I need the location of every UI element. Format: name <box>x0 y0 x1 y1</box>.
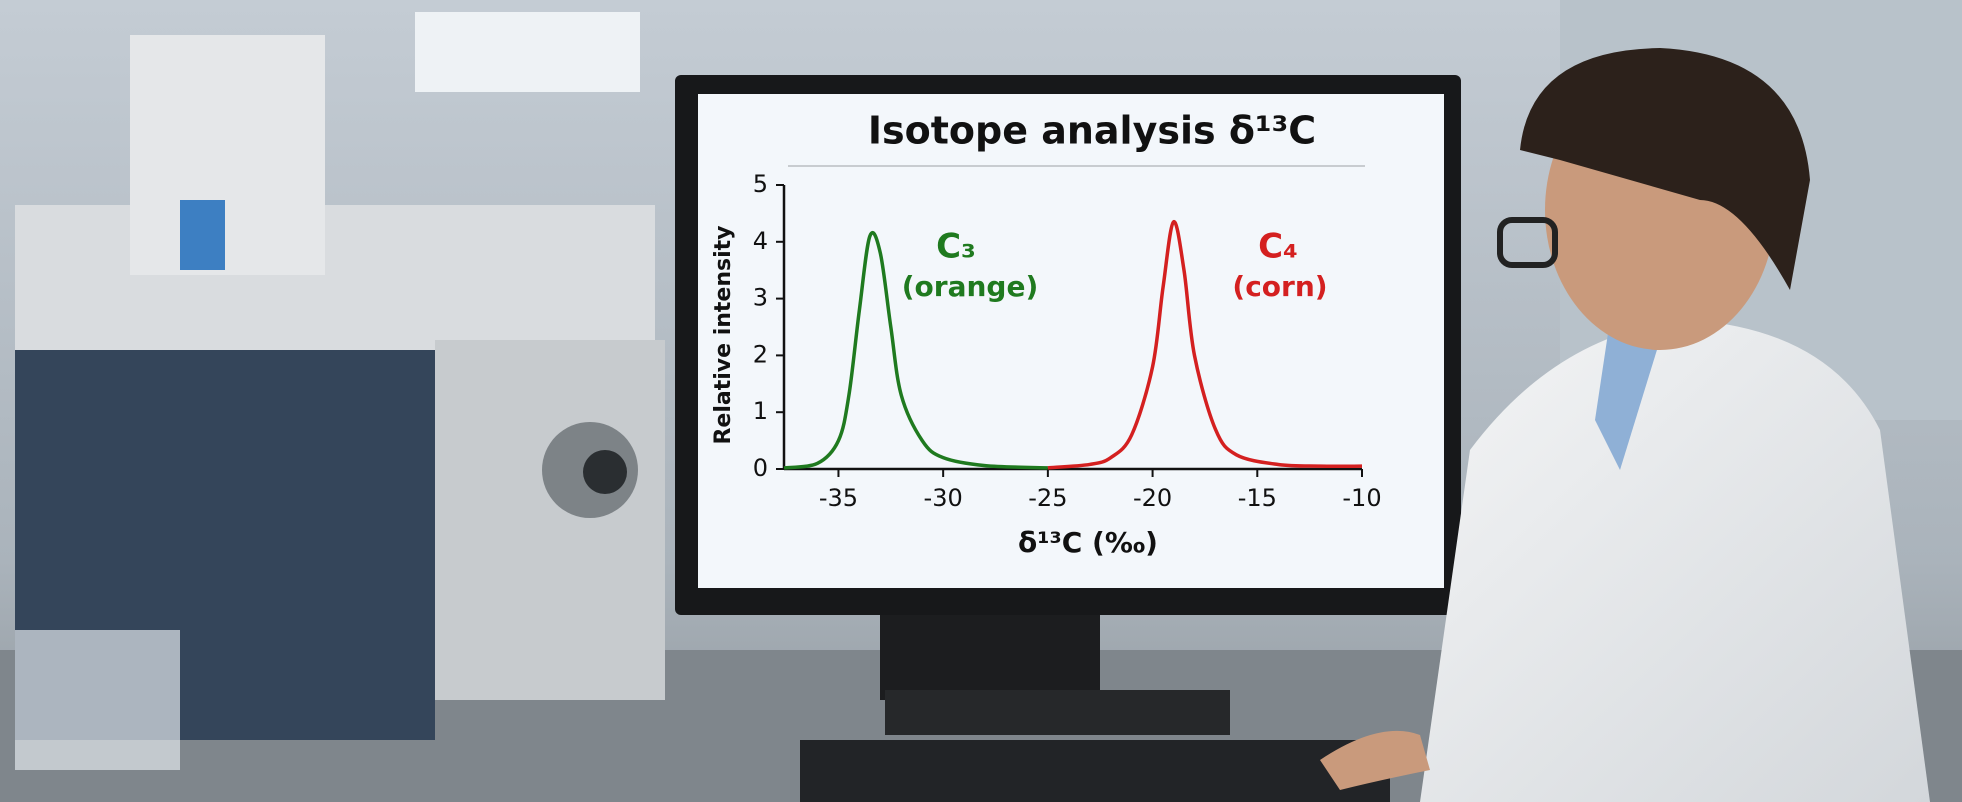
lab-coat <box>1420 320 1930 802</box>
x-tick-label: -10 <box>1342 484 1381 512</box>
x-tick-label: -35 <box>819 484 858 512</box>
vial-rack <box>15 630 180 770</box>
series-line <box>1047 220 1363 470</box>
annotation: C₄ <box>1258 227 1298 267</box>
y-tick-label: 1 <box>753 397 768 425</box>
instrument-front <box>435 340 665 700</box>
series-line <box>783 230 1048 470</box>
y-tick-label: 2 <box>753 340 768 368</box>
shirt <box>1595 320 1660 470</box>
monitor-base <box>885 690 1230 735</box>
instrument-top <box>15 205 655 355</box>
monitor-stand <box>880 600 1100 700</box>
instrument-panel <box>180 200 225 270</box>
annotation: C₃ <box>936 227 976 267</box>
y-tick-label: 5 <box>753 170 768 198</box>
y-axis-label: Relative intensity <box>711 225 736 444</box>
y-tick-label: 4 <box>753 227 768 255</box>
hair <box>1520 48 1810 290</box>
glasses <box>1497 217 1558 268</box>
x-tick-label: -15 <box>1238 484 1277 512</box>
plot: 0 1 2 3 4 5 -35 -30 -25 -20 -15 -10 C₃(orange) C₄(cor… <box>753 170 1382 512</box>
instrument-tower <box>130 35 325 275</box>
x-tick-label: -30 <box>924 484 963 512</box>
hand <box>1320 730 1430 790</box>
window-light <box>415 12 640 92</box>
y-tick-label: 0 <box>753 454 768 482</box>
y-tick-label: 3 <box>753 284 768 312</box>
annotation: (orange) <box>902 270 1039 303</box>
chart-title: Isotope analysis δ¹³C <box>868 109 1316 153</box>
x-tick-label: -25 <box>1028 484 1067 512</box>
keyboard <box>800 740 1390 802</box>
x-axis-label: δ¹³C (‰) <box>1018 526 1158 559</box>
annotation: (corn) <box>1232 270 1327 303</box>
instrument-port <box>583 450 627 494</box>
monitor-screen <box>698 94 1444 588</box>
x-tick-label: -20 <box>1133 484 1172 512</box>
